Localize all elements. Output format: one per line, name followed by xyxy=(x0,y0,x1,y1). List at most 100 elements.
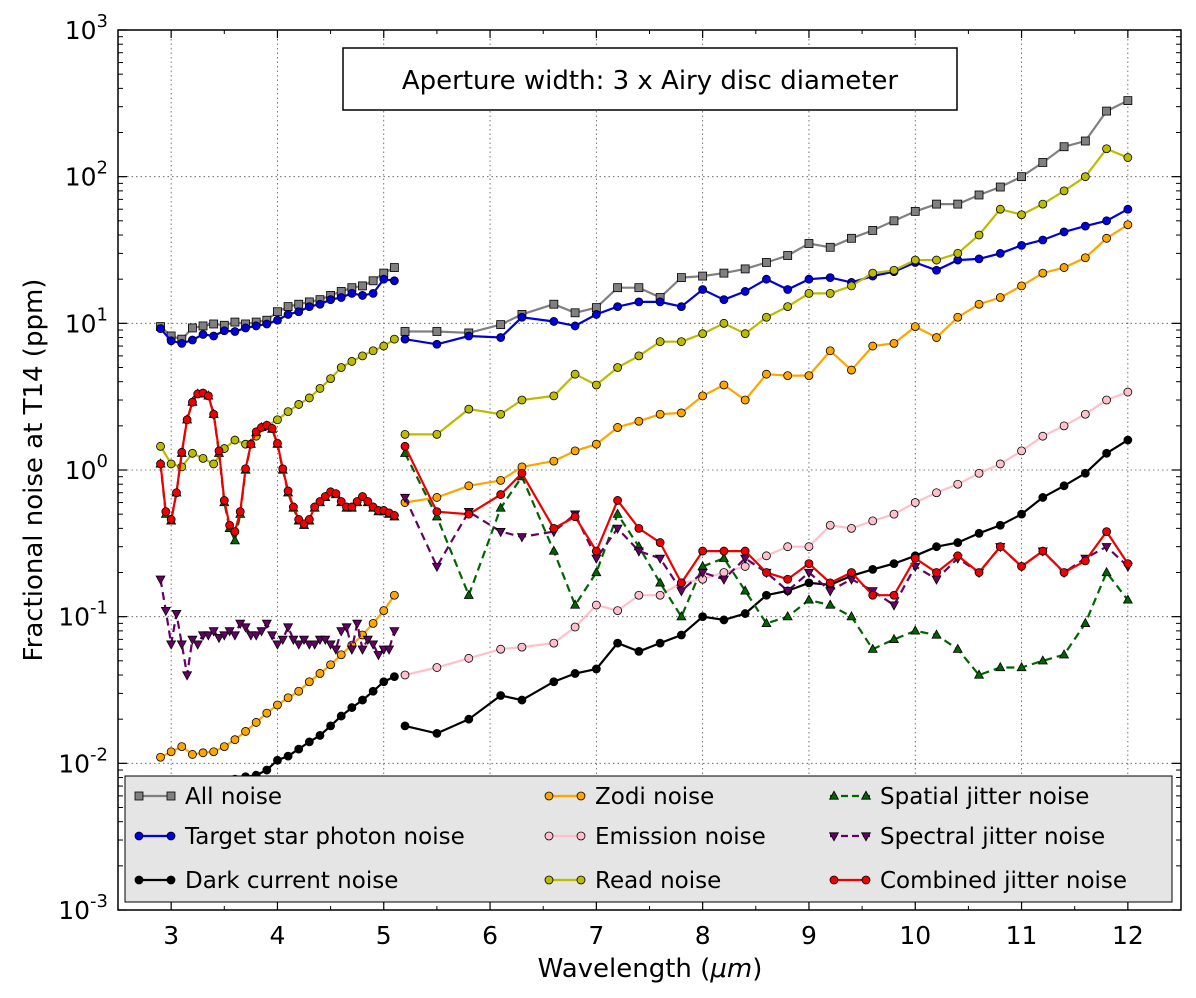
data-point-read-noise xyxy=(389,334,399,344)
legend-label: Spectral jitter noise xyxy=(880,824,1105,850)
data-point-read-noise xyxy=(1080,172,1090,182)
data-point-target-star-photon-noise xyxy=(464,331,474,341)
legend-marker xyxy=(134,875,144,885)
legend-marker xyxy=(576,831,586,841)
data-point-read-noise xyxy=(974,230,984,240)
x-tick-label: 5 xyxy=(376,921,392,950)
data-point-zodi-noise xyxy=(464,481,474,491)
legend-label: All noise xyxy=(185,784,282,810)
data-point-combined-jitter-noise xyxy=(336,497,346,506)
data-point-read-noise xyxy=(932,255,941,265)
data-point-zodi-noise xyxy=(1080,253,1090,263)
data-point-read-noise xyxy=(1017,210,1026,220)
data-point-emission-noise xyxy=(1080,409,1090,419)
series-all-noise xyxy=(156,96,1133,344)
data-point-target-star-photon-noise xyxy=(304,302,314,312)
data-point-dark-current-noise xyxy=(613,638,623,648)
data-point-dark-current-noise xyxy=(1059,481,1069,491)
data-point-combined-jitter-noise xyxy=(613,496,623,505)
data-point-spectral-jitter-noise xyxy=(251,631,262,641)
legend-marker xyxy=(134,791,144,801)
data-point-spectral-jitter-noise xyxy=(399,493,411,504)
data-point-dark-current-noise xyxy=(389,672,399,682)
data-point-all-noise xyxy=(847,233,856,243)
data-point-spatial-jitter-noise xyxy=(1037,655,1048,665)
data-point-read-noise xyxy=(273,415,282,425)
data-point-all-noise xyxy=(432,327,442,336)
data-point-all-noise xyxy=(1080,136,1090,146)
data-point-read-noise xyxy=(283,407,293,417)
data-point-spatial-jitter-noise xyxy=(229,534,241,545)
data-point-spectral-jitter-noise xyxy=(293,640,304,650)
data-point-spectral-jitter-noise xyxy=(219,631,230,641)
data-point-spectral-jitter-noise xyxy=(373,651,384,661)
data-point-read-noise xyxy=(496,409,506,419)
data-point-zodi-noise xyxy=(1059,263,1069,272)
data-point-spatial-jitter-noise xyxy=(1016,661,1027,672)
data-point-read-noise xyxy=(336,363,346,372)
data-point-target-star-photon-noise xyxy=(932,265,941,275)
data-point-spectral-jitter-noise xyxy=(261,619,272,630)
data-point-target-star-photon-noise xyxy=(804,274,814,284)
data-point-dark-current-noise xyxy=(655,638,665,648)
data-point-spectral-jitter-noise xyxy=(718,575,729,585)
data-point-combined-jitter-noise xyxy=(331,489,341,499)
data-point-read-noise xyxy=(549,391,559,401)
data-point-combined-jitter-noise xyxy=(177,447,187,457)
data-point-combined-jitter-noise xyxy=(1080,556,1090,566)
data-point-target-star-photon-noise xyxy=(634,297,644,307)
data-point-read-noise xyxy=(166,459,176,469)
data-point-emission-noise xyxy=(400,670,410,680)
data-point-zodi-noise xyxy=(868,341,878,351)
data-point-emission-noise xyxy=(549,638,559,648)
data-point-spectral-jitter-noise xyxy=(272,640,283,650)
data-point-dark-current-noise xyxy=(974,528,984,538)
data-point-spatial-jitter-noise xyxy=(655,577,666,587)
annotation-box: Aperture width: 3 x Airy disc diameter xyxy=(342,47,958,111)
y-tick-label: 103 xyxy=(65,11,108,45)
data-point-spectral-jitter-noise xyxy=(320,635,331,646)
data-point-combined-jitter-noise xyxy=(1038,546,1048,556)
data-point-all-noise xyxy=(198,321,208,331)
data-point-emission-noise xyxy=(889,509,899,519)
legend-label: Combined jitter noise xyxy=(880,868,1127,894)
data-point-spectral-jitter-noise xyxy=(389,627,400,637)
data-point-target-star-photon-noise xyxy=(315,299,325,309)
data-point-spatial-jitter-noise xyxy=(676,611,687,621)
data-point-dark-current-noise xyxy=(740,609,750,618)
data-point-read-noise xyxy=(1102,144,1111,154)
data-point-target-star-photon-noise xyxy=(1059,227,1069,237)
data-point-target-star-photon-noise xyxy=(241,323,250,333)
data-point-zodi-noise xyxy=(166,747,176,757)
data-point-combined-jitter-noise xyxy=(363,497,373,506)
data-point-zodi-noise xyxy=(740,395,750,405)
y-tick-label: 10-1 xyxy=(58,598,108,632)
data-point-combined-jitter-noise xyxy=(932,568,941,577)
legend-label: Emission noise xyxy=(595,824,766,850)
legend-label: Spatial jitter noise xyxy=(880,784,1089,810)
legend-item-combined-jitter-noise: Combined jitter noise xyxy=(829,868,1127,894)
data-point-all-noise xyxy=(676,273,686,283)
data-point-emission-noise xyxy=(1123,387,1133,397)
data-point-combined-jitter-noise xyxy=(634,523,644,533)
data-point-all-noise xyxy=(974,190,984,200)
data-point-zodi-noise xyxy=(825,346,835,356)
data-point-read-noise xyxy=(294,400,304,409)
data-point-all-noise xyxy=(804,239,814,248)
x-tick-label: 6 xyxy=(482,921,498,950)
data-point-target-star-photon-noise xyxy=(783,285,793,294)
data-point-zodi-noise xyxy=(889,338,899,348)
data-point-combined-jitter-noise xyxy=(225,520,235,530)
data-point-spectral-jitter-noise xyxy=(160,606,171,617)
data-point-combined-jitter-noise xyxy=(241,464,250,474)
data-point-spectral-jitter-noise xyxy=(283,623,294,633)
data-point-read-noise xyxy=(591,380,601,390)
data-point-combined-jitter-noise xyxy=(464,509,474,519)
data-point-read-noise xyxy=(304,393,314,403)
legend-marker xyxy=(576,875,586,885)
y-tick-label: 100 xyxy=(65,451,108,485)
data-point-zodi-noise xyxy=(315,669,325,678)
x-tick-label: 7 xyxy=(588,921,604,950)
data-point-zodi-noise xyxy=(188,750,197,759)
data-point-combined-jitter-noise xyxy=(496,490,506,499)
